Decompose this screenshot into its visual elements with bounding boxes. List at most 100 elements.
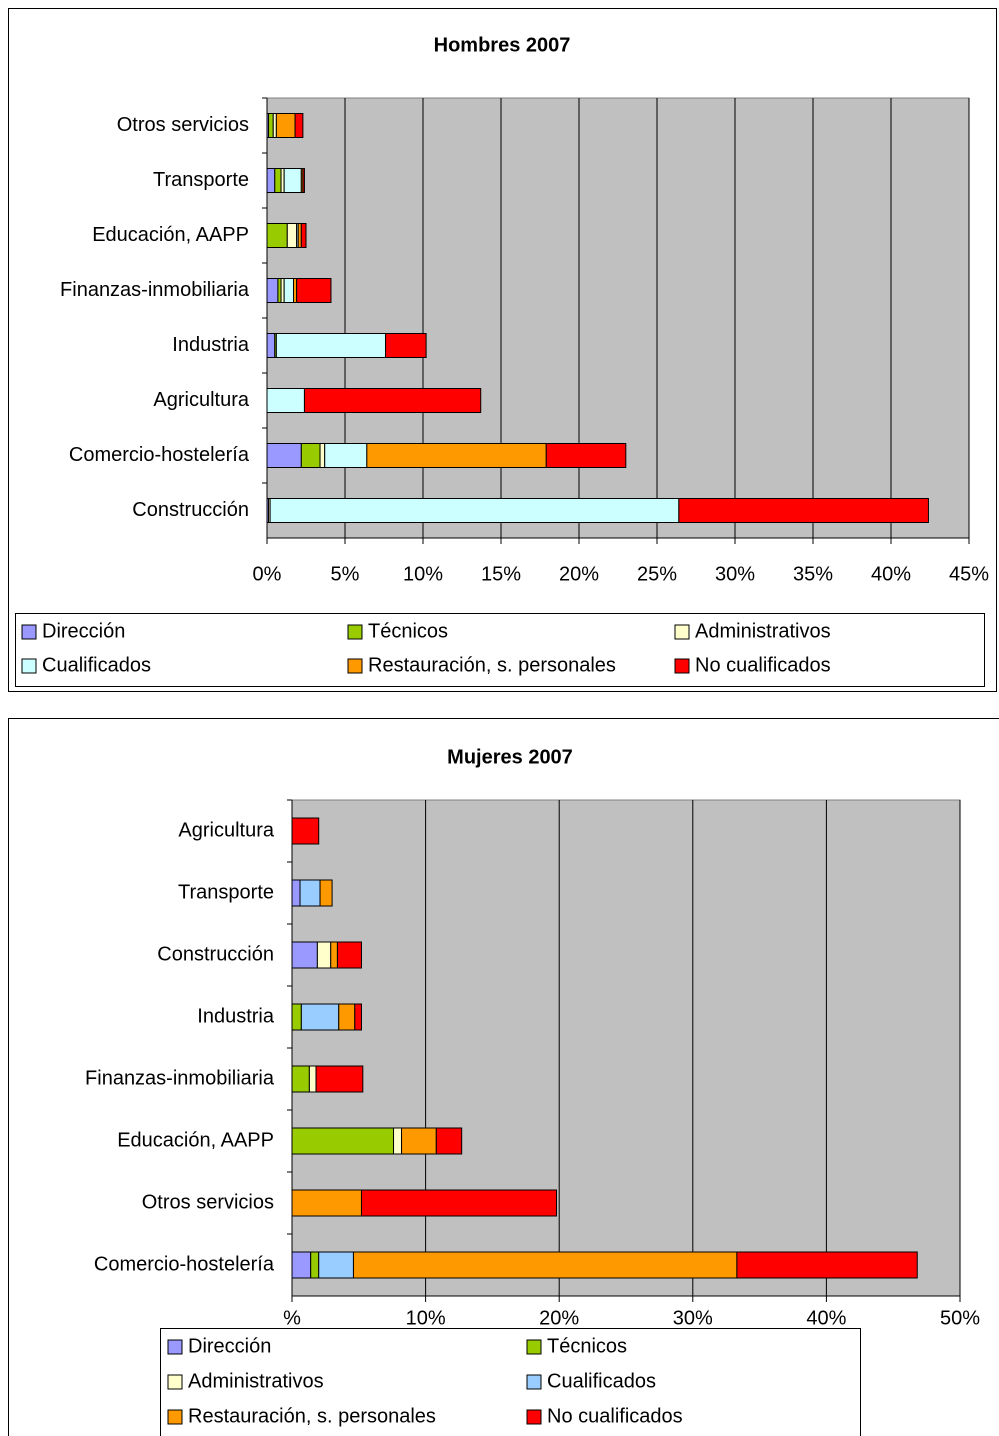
y-tick-label: Comercio-hostelería — [94, 1253, 275, 1275]
legend-label: Técnicos — [547, 1335, 627, 1357]
legend-swatch — [674, 624, 690, 640]
bar-segment — [269, 498, 680, 523]
bar-segment — [286, 223, 298, 248]
bar-segment — [318, 1251, 354, 1279]
x-tick-label: 35% — [793, 563, 833, 585]
bar-segment — [324, 443, 368, 468]
y-tick-label: Construcción — [157, 943, 274, 965]
bar-segment — [291, 1003, 302, 1031]
legend-swatch — [167, 1339, 183, 1355]
legend-swatch — [526, 1374, 542, 1390]
chart-title: Hombres 2007 — [434, 34, 571, 56]
x-tick-label: 20% — [559, 563, 599, 585]
bar-segment — [352, 1251, 738, 1279]
bar-segment — [291, 1127, 395, 1155]
legend-box — [160, 1328, 861, 1436]
bar-segment — [385, 333, 427, 358]
legend-swatch — [167, 1374, 183, 1390]
legend-label: No cualificados — [547, 1405, 683, 1427]
legend-label: Técnicos — [368, 620, 448, 642]
bar-segment — [338, 1003, 356, 1031]
bar-segment — [283, 278, 295, 303]
bar-segment — [319, 443, 326, 468]
plot-area — [291, 799, 961, 1297]
x-tick-label: % — [283, 1307, 301, 1329]
bar-segment — [316, 941, 332, 969]
bar-segment — [291, 879, 301, 907]
bar-segment — [274, 168, 282, 193]
legend-swatch — [167, 1409, 183, 1425]
bar-segment — [275, 333, 387, 358]
legend-swatch — [674, 658, 690, 674]
bar-segment — [366, 443, 547, 468]
x-tick-label: 40% — [871, 563, 911, 585]
legend-label: Dirección — [42, 620, 125, 642]
x-tick-label: 45% — [949, 563, 989, 585]
y-tick-label: Otros servicios — [142, 1191, 274, 1213]
legend-swatch — [21, 658, 37, 674]
bar-segment — [291, 1251, 312, 1279]
bar-segment — [310, 1251, 320, 1279]
y-tick-label: Educación, AAPP — [92, 224, 249, 246]
legend-label: Cualificados — [42, 654, 151, 676]
plot-area — [266, 97, 970, 539]
bar-segment — [308, 1065, 317, 1093]
bar-segment — [266, 168, 276, 193]
bar-segment — [266, 223, 288, 248]
bar-segment — [283, 168, 302, 193]
bar-segment — [319, 879, 333, 907]
bar-segment — [354, 1003, 362, 1031]
bar-segment — [300, 1003, 340, 1031]
bar-segment — [296, 278, 332, 303]
bar-segment — [291, 1189, 362, 1217]
legend-label: Administrativos — [695, 620, 831, 642]
y-tick-label: Comercio-hostelería — [69, 444, 250, 466]
bar-segment — [266, 333, 276, 358]
bar-segment — [266, 278, 279, 303]
x-tick-label: 15% — [481, 563, 521, 585]
x-tick-label: 50% — [940, 1307, 980, 1329]
legend-label: No cualificados — [695, 654, 831, 676]
legend-swatch — [347, 624, 363, 640]
x-tick-label: 40% — [806, 1307, 846, 1329]
y-tick-label: Educación, AAPP — [117, 1129, 274, 1151]
chart-title: Mujeres 2007 — [447, 746, 573, 768]
bar-segment — [401, 1127, 437, 1155]
x-tick-label: 30% — [673, 1307, 713, 1329]
bar-segment — [315, 1065, 364, 1093]
legend-label: Dirección — [188, 1335, 271, 1357]
y-tick-label: Finanzas-inmobiliaria — [60, 279, 250, 301]
bar-segment — [736, 1251, 918, 1279]
bar-segment — [336, 941, 362, 969]
legend-box — [15, 613, 985, 687]
bar-segment — [291, 1065, 310, 1093]
x-tick-label: 30% — [715, 563, 755, 585]
bar-segment — [299, 879, 321, 907]
bar-segment — [545, 443, 627, 468]
legend-label: Restauración, s. personales — [368, 654, 616, 676]
legend-swatch — [21, 624, 37, 640]
bar-segment — [302, 168, 305, 193]
y-tick-label: Construcción — [132, 499, 249, 521]
bar-segment — [303, 388, 482, 413]
x-tick-label: 20% — [539, 1307, 579, 1329]
bar-segment — [678, 498, 929, 523]
bar-segment — [291, 817, 320, 845]
legend-label: Administrativos — [188, 1370, 324, 1392]
y-tick-label: Finanzas-inmobiliaria — [85, 1067, 275, 1089]
bar-segment — [300, 443, 321, 468]
bar-segment — [268, 113, 274, 138]
y-tick-label: Otros servicios — [117, 114, 249, 136]
y-tick-label: Agricultura — [178, 819, 274, 841]
bar-segment — [266, 388, 305, 413]
legend-swatch — [526, 1339, 542, 1355]
bar-segment — [291, 941, 318, 969]
bar-segment — [393, 1127, 403, 1155]
y-tick-label: Industria — [197, 1005, 275, 1027]
bar-segment — [435, 1127, 463, 1155]
bar-segment — [360, 1189, 558, 1217]
bar-segment — [300, 223, 307, 248]
y-tick-label: Transporte — [153, 169, 249, 191]
legend-label: Restauración, s. personales — [188, 1405, 436, 1427]
